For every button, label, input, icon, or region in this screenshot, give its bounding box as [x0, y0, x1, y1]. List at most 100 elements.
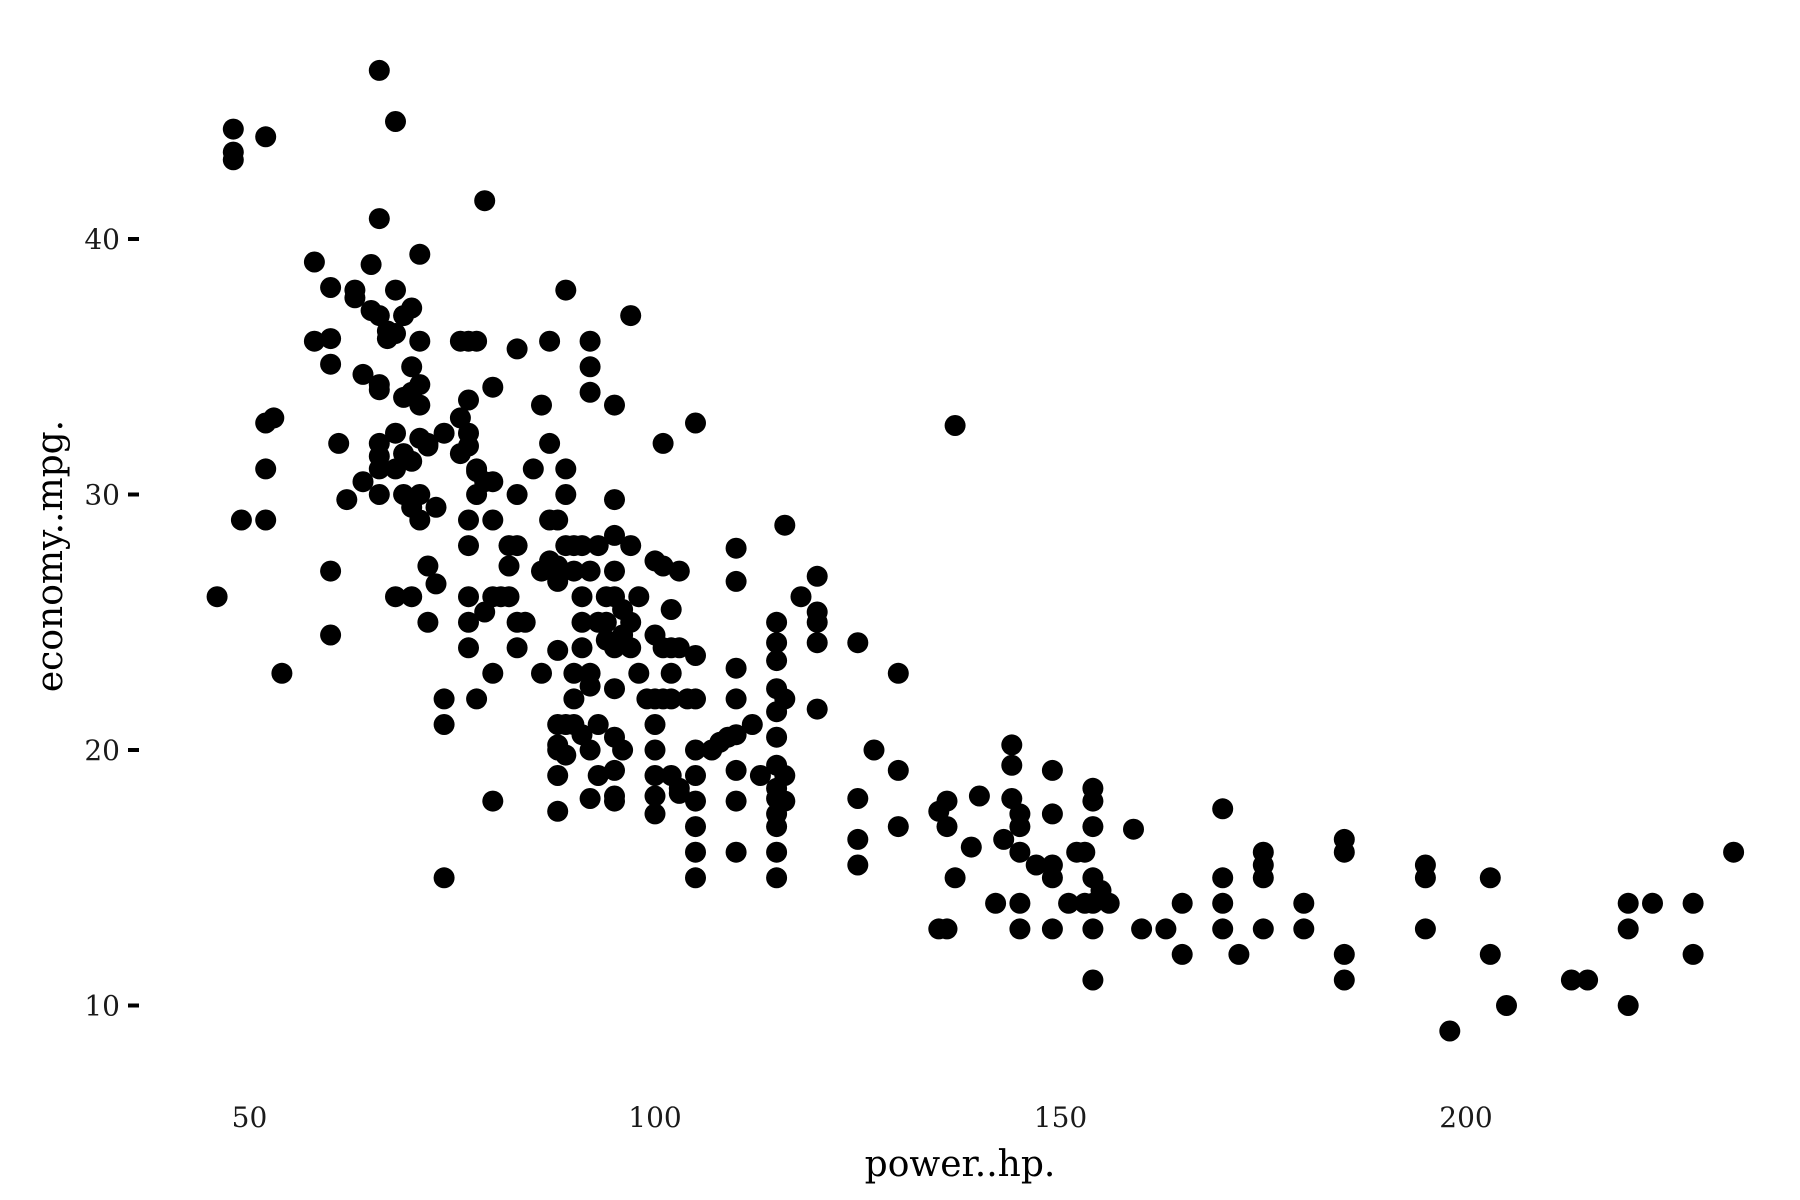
data-point [409, 509, 431, 531]
y-tick-label-20: 20 [84, 734, 120, 767]
data-point [620, 637, 642, 659]
data-point [1082, 969, 1104, 991]
data-point [806, 565, 828, 587]
data-point [790, 586, 812, 608]
data-point [1009, 918, 1031, 940]
data-point [652, 432, 674, 454]
data-point [620, 535, 642, 557]
data-point [506, 535, 528, 557]
data-point [1058, 892, 1080, 914]
data-point [725, 790, 747, 812]
data-point [1293, 892, 1315, 914]
data-point [685, 412, 706, 434]
data-point [547, 555, 569, 577]
data-point [474, 190, 496, 212]
data-point [539, 432, 561, 454]
data-point [417, 611, 439, 633]
data-point [766, 816, 788, 838]
data-point [1228, 943, 1250, 965]
data-point [417, 432, 439, 454]
data-point [1041, 759, 1063, 781]
data-point [685, 841, 706, 863]
data-point [433, 867, 455, 889]
data-point [774, 765, 796, 786]
data-point [498, 586, 520, 608]
data-point [320, 353, 342, 375]
data-point [1009, 816, 1031, 838]
y-tick-label-10: 10 [84, 990, 120, 1023]
data-point [587, 535, 609, 557]
data-point [725, 537, 747, 559]
data-point [1252, 867, 1274, 889]
data-point [522, 458, 544, 480]
data-point [960, 836, 982, 858]
data-point [968, 785, 990, 807]
data-point [271, 662, 293, 684]
data-point [1414, 918, 1436, 940]
data-point [368, 458, 390, 480]
data-point [725, 759, 747, 781]
data-point [806, 632, 828, 654]
data-point [385, 586, 406, 608]
data-point [531, 662, 552, 684]
data-point [685, 739, 706, 761]
data-point [628, 586, 650, 608]
data-point [222, 118, 244, 140]
data-point [660, 599, 682, 620]
data-point [425, 573, 447, 595]
data-point [344, 279, 366, 301]
data-point [401, 356, 423, 378]
data-point [847, 828, 869, 850]
data-point [368, 59, 390, 81]
data-point [385, 323, 406, 344]
data-point [547, 800, 569, 822]
data-point [1098, 892, 1120, 914]
data-point [620, 305, 642, 327]
data-point [417, 555, 439, 577]
x-axis-title: power..hp. [865, 1144, 1056, 1185]
data-point [668, 777, 690, 799]
data-point [320, 328, 342, 350]
data-point [579, 381, 601, 403]
data-point [255, 458, 277, 480]
data-point [222, 149, 244, 171]
data-point [595, 611, 617, 633]
data-point [806, 698, 828, 720]
data-point [612, 739, 634, 761]
data-point [571, 637, 593, 659]
data-point [482, 471, 504, 493]
data-point [725, 841, 747, 863]
data-point [604, 524, 625, 546]
data-point [368, 305, 390, 327]
data-point [1333, 969, 1355, 991]
data-point [774, 790, 796, 812]
data-point [668, 637, 690, 659]
data-point [458, 389, 479, 411]
data-point [685, 765, 706, 786]
data-point [352, 471, 374, 493]
data-point [352, 363, 374, 385]
data-point [579, 356, 601, 378]
data-point [604, 759, 625, 781]
data-point [401, 297, 423, 319]
data-point [725, 570, 747, 592]
data-point [1041, 803, 1063, 825]
data-point [555, 279, 577, 301]
data-point [587, 714, 609, 735]
data-point [230, 509, 252, 531]
data-point [482, 376, 504, 398]
data-point [725, 657, 747, 679]
data-point [255, 126, 277, 148]
data-point [303, 251, 325, 273]
data-point [579, 330, 601, 352]
data-point [563, 662, 585, 684]
data-point [1577, 969, 1599, 991]
data-point [1082, 918, 1104, 940]
data-point [644, 785, 666, 807]
data-point [555, 458, 577, 480]
data-point [409, 484, 431, 505]
data-point [1131, 918, 1153, 940]
data-point [774, 514, 796, 536]
data-point [587, 765, 609, 786]
